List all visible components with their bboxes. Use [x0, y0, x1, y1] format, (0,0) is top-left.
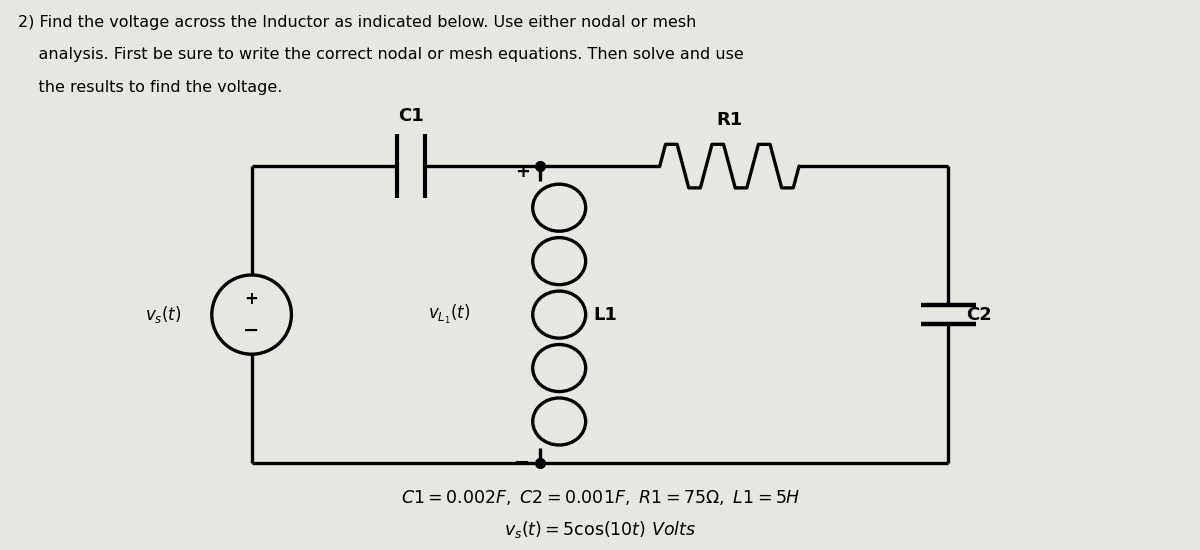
Text: $v_{L_1}(t)$: $v_{L_1}(t)$: [428, 303, 470, 326]
Text: +: +: [245, 290, 258, 308]
Text: $C1 = 0.002F,\ C2 = 0.001F,\ R1 = 75\Omega,\ L1 = 5H$: $C1 = 0.002F,\ C2 = 0.001F,\ R1 = 75\Ome…: [401, 488, 799, 507]
Text: −: −: [514, 453, 530, 472]
Text: −: −: [244, 321, 260, 340]
Text: the results to find the voltage.: the results to find the voltage.: [18, 80, 282, 95]
Text: analysis. First be sure to write the correct nodal or mesh equations. Then solve: analysis. First be sure to write the cor…: [18, 47, 744, 62]
Text: R1: R1: [716, 112, 743, 129]
Text: C1: C1: [398, 107, 424, 124]
Text: $v_s(t)$: $v_s(t)$: [145, 304, 182, 325]
Text: +: +: [515, 163, 530, 181]
Text: C2: C2: [966, 306, 992, 323]
Text: $v_s(t) = 5\cos(10t)\ Volts$: $v_s(t) = 5\cos(10t)\ Volts$: [504, 519, 696, 540]
Text: L1: L1: [594, 306, 618, 323]
Text: 2) Find the voltage across the Inductor as indicated below. Use either nodal or : 2) Find the voltage across the Inductor …: [18, 15, 696, 30]
